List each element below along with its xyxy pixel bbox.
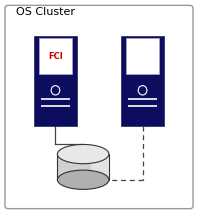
Ellipse shape [57,170,109,189]
Bar [121,36,164,126]
Bar [39,38,72,74]
Circle shape [138,86,147,95]
Bar [34,36,77,126]
Ellipse shape [57,144,109,164]
Bar [91,154,109,180]
Bar [126,38,159,74]
Bar [57,154,109,180]
Circle shape [51,86,60,95]
Text: FCI: FCI [48,52,63,61]
FancyBboxPatch shape [5,5,193,209]
Text: OS Cluster: OS Cluster [16,7,75,18]
